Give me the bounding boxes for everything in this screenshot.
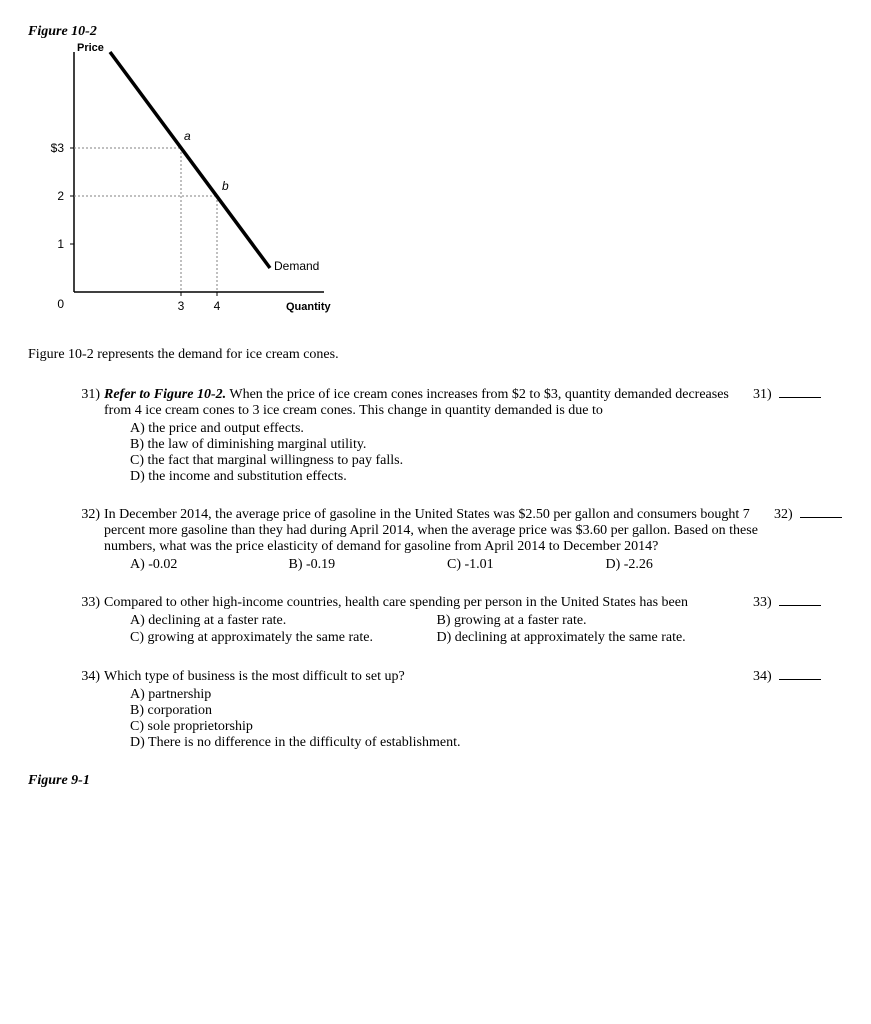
q33-answer-blank[interactable] (779, 605, 821, 606)
ytick-2: 2 (57, 189, 64, 203)
q33-opt-b: B) growing at a faster rate. (437, 613, 744, 629)
xtick-3: 3 (178, 299, 185, 313)
q34-number: 34) (74, 669, 104, 751)
point-a-label: a (184, 129, 191, 143)
q33-stem: Compared to other high-income countries,… (104, 595, 688, 610)
q31-blank-number: 31) (753, 387, 772, 403)
q32-stem: In December 2014, the average price of g… (104, 507, 758, 554)
ytick-3: $3 (51, 141, 65, 155)
q32-number: 32) (74, 507, 104, 573)
question-32: 32) In December 2014, the average price … (74, 507, 843, 573)
question-31: 31) Refer to Figure 10-2. When the price… (74, 387, 843, 485)
q34-stem: Which type of business is the most diffi… (104, 669, 405, 684)
figure-top-title: Figure 10-2 (28, 24, 843, 40)
q33-opt-a: A) declining at a faster rate. (130, 613, 437, 629)
demand-chart: a b Demand Price Quantity $3 2 1 0 3 4 (28, 42, 843, 337)
q32-opt-a: A) -0.02 (130, 557, 289, 573)
q32-opt-d: D) -2.26 (606, 557, 765, 573)
q31-ref: Refer to Figure 10-2. (104, 387, 226, 402)
q32-answer-blank[interactable] (800, 517, 842, 518)
question-33: 33) Compared to other high-income countr… (74, 595, 843, 647)
q34-opt-d: D) There is no difference in the difficu… (130, 735, 743, 751)
q33-opt-c: C) growing at approximately the same rat… (130, 630, 437, 646)
q31-opt-a: A) the price and output effects. (130, 421, 743, 437)
q34-blank-number: 34) (753, 669, 772, 685)
q34-opt-b: B) corporation (130, 703, 743, 719)
demand-label: Demand (274, 259, 319, 273)
q32-opt-b: B) -0.19 (289, 557, 448, 573)
ytick-0: 0 (57, 297, 64, 311)
q31-opt-c: C) the fact that marginal willingness to… (130, 453, 743, 469)
q31-opt-d: D) the income and substitution effects. (130, 469, 743, 485)
q31-answer-blank[interactable] (779, 397, 821, 398)
xtick-4: 4 (214, 299, 221, 313)
figure-caption: Figure 10-2 represents the demand for ic… (28, 347, 843, 363)
q34-opt-a: A) partnership (130, 687, 743, 703)
ylabel: Price (77, 42, 104, 54)
ytick-1: 1 (57, 237, 64, 251)
q31-number: 31) (74, 387, 104, 485)
point-b-label: b (222, 179, 229, 193)
q31-opt-b: B) the law of diminishing marginal utili… (130, 437, 743, 453)
question-34: 34) Which type of business is the most d… (74, 669, 843, 751)
q33-number: 33) (74, 595, 104, 647)
q34-opt-c: C) sole proprietorship (130, 719, 743, 735)
xlabel: Quantity (286, 301, 331, 313)
q33-blank-number: 33) (753, 595, 772, 611)
q32-opt-c: C) -1.01 (447, 557, 606, 573)
q33-opt-d: D) declining at approximately the same r… (437, 630, 744, 646)
figure-bottom-title: Figure 9-1 (28, 773, 843, 789)
demand-line (110, 52, 270, 268)
q32-blank-number: 32) (774, 507, 793, 523)
q34-answer-blank[interactable] (779, 679, 821, 680)
